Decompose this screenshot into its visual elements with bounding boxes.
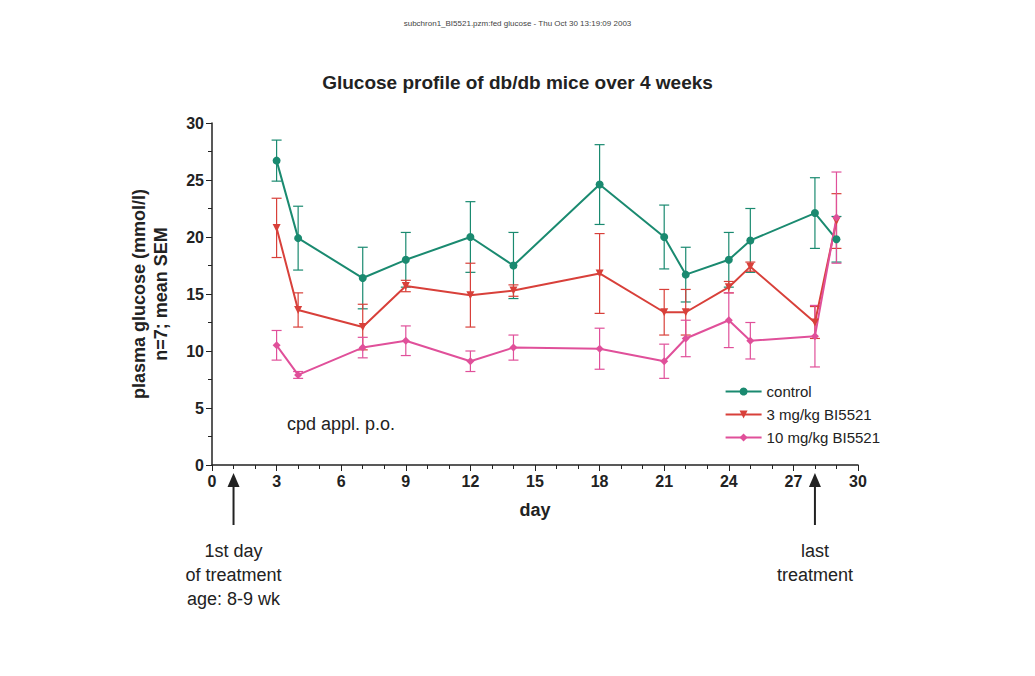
svg-text:21: 21 bbox=[655, 473, 673, 490]
svg-text:15: 15 bbox=[526, 473, 544, 490]
svg-text:last: last bbox=[801, 541, 829, 561]
svg-text:n=7; mean SEM: n=7; mean SEM bbox=[151, 227, 171, 361]
svg-text:3 mg/kg BI5521: 3 mg/kg BI5521 bbox=[767, 406, 872, 423]
svg-text:9: 9 bbox=[401, 473, 410, 490]
svg-text:27: 27 bbox=[785, 473, 803, 490]
svg-text:plasma glucose (mmol/l): plasma glucose (mmol/l) bbox=[129, 189, 149, 399]
svg-text:cpd appl. p.o.: cpd appl. p.o. bbox=[287, 414, 395, 434]
svg-text:1st day: 1st day bbox=[205, 541, 263, 561]
svg-text:treatment: treatment bbox=[777, 565, 853, 585]
svg-text:10: 10 bbox=[186, 343, 204, 360]
svg-text:0: 0 bbox=[195, 457, 204, 474]
svg-text:30: 30 bbox=[849, 473, 867, 490]
svg-text:20: 20 bbox=[186, 229, 204, 246]
svg-text:Glucose profile of db/db mice: Glucose profile of db/db mice over 4 wee… bbox=[322, 72, 713, 93]
svg-text:day: day bbox=[519, 500, 550, 520]
svg-text:0: 0 bbox=[208, 473, 217, 490]
svg-text:5: 5 bbox=[195, 400, 204, 417]
svg-text:3: 3 bbox=[272, 473, 281, 490]
svg-text:age: 8-9 wk: age: 8-9 wk bbox=[187, 589, 281, 609]
svg-text:24: 24 bbox=[720, 473, 738, 490]
svg-text:12: 12 bbox=[462, 473, 480, 490]
svg-text:18: 18 bbox=[591, 473, 609, 490]
svg-text:of treatment: of treatment bbox=[186, 565, 282, 585]
svg-text:subchron1_BI5521.pzm:fed gluco: subchron1_BI5521.pzm:fed glucose - Thu O… bbox=[404, 19, 632, 28]
svg-text:15: 15 bbox=[186, 286, 204, 303]
svg-text:25: 25 bbox=[186, 172, 204, 189]
svg-text:10 mg/kg BI5521: 10 mg/kg BI5521 bbox=[767, 429, 880, 446]
svg-text:control: control bbox=[767, 383, 812, 400]
svg-text:6: 6 bbox=[337, 473, 346, 490]
svg-text:30: 30 bbox=[186, 115, 204, 132]
